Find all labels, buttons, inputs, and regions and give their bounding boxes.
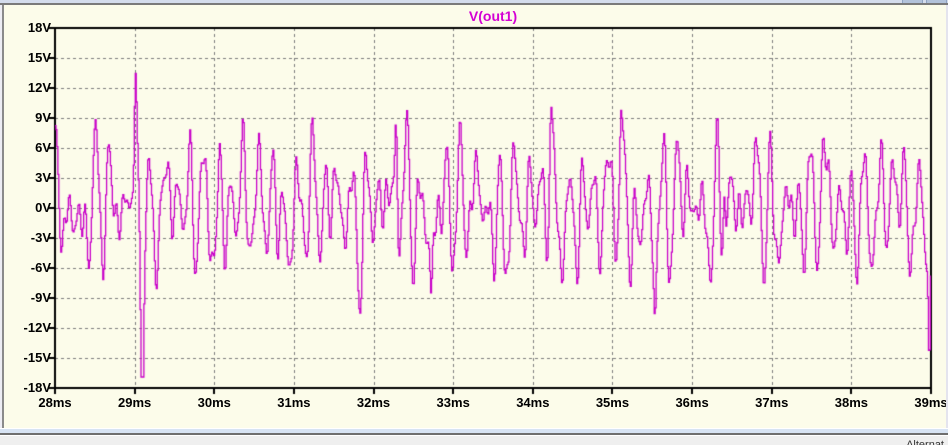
- x-tick-label: 33ms: [436, 395, 470, 410]
- y-tick-label: 9V: [35, 110, 51, 125]
- y-tick-label: -18V: [23, 380, 51, 395]
- window-left-edge: [0, 5, 2, 435]
- y-tick-label: 12V: [27, 80, 51, 95]
- x-tick-label: 29ms: [118, 395, 152, 410]
- x-tick-label: 35ms: [595, 395, 630, 410]
- x-tick-label: 30ms: [197, 395, 231, 410]
- x-tick-label: 32ms: [356, 395, 391, 410]
- x-tick-label: 28ms: [38, 395, 72, 410]
- horizontal-scrollbar-strip[interactable]: [0, 428, 948, 435]
- x-tick-label: 31ms: [277, 395, 311, 410]
- y-tick-label: 0V: [35, 200, 51, 215]
- y-tick-label: 3V: [35, 170, 51, 185]
- toolbar-button-fragment[interactable]: [902, 0, 923, 4]
- y-tick-label: -12V: [23, 320, 51, 335]
- y-tick-label: -15V: [23, 350, 51, 365]
- waveform-canvas[interactable]: [4, 5, 948, 428]
- status-bar: Alternat: [0, 435, 948, 445]
- x-tick-label: 38ms: [834, 395, 868, 410]
- toolbar-button-fragment[interactable]: [926, 0, 947, 4]
- x-tick-label: 37ms: [755, 395, 789, 410]
- window-top-strip: [0, 0, 948, 3]
- y-tick-label: -9V: [30, 290, 51, 305]
- y-tick-label: -3V: [30, 230, 51, 245]
- x-tick-label: 39ms: [914, 395, 948, 410]
- y-tick-label: 18V: [27, 20, 51, 35]
- y-tick-label: 6V: [35, 140, 51, 155]
- y-tick-label: -6V: [30, 260, 51, 275]
- y-tick-label: 15V: [27, 50, 51, 65]
- window-left-edge-shadow: [2, 5, 4, 428]
- status-text: Alternat: [906, 439, 944, 445]
- x-tick-label: 36ms: [675, 395, 709, 410]
- x-tick-label: 34ms: [516, 395, 550, 410]
- trace-label[interactable]: V(out1): [468, 8, 518, 24]
- waveform-pane: V(out1) 18V 15V 12V 9V 6V 3V 0V -3V -6V -9V -12V -1…: [4, 5, 948, 428]
- window-edge-line: [0, 3, 948, 5]
- window-right-edge: [946, 5, 948, 428]
